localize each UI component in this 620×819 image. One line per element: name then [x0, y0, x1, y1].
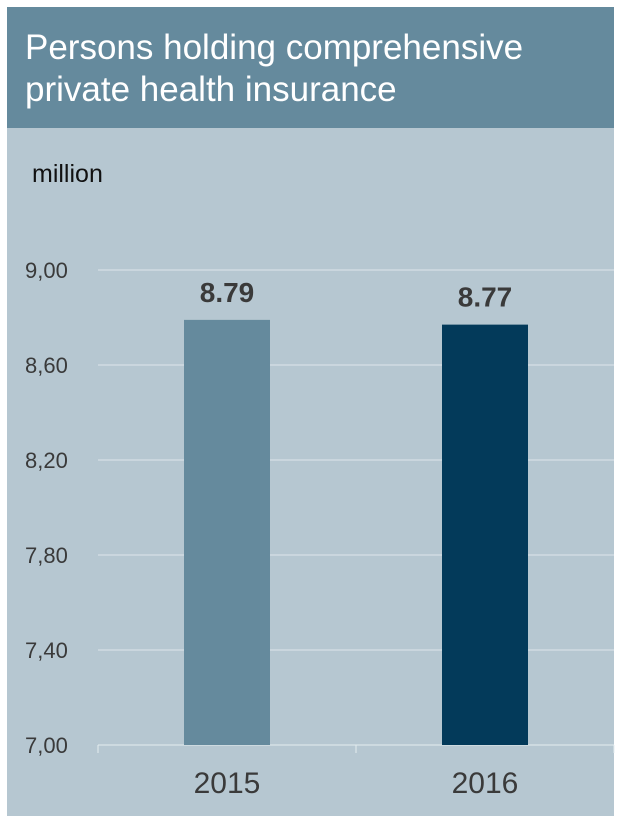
chart-header: Persons holding comprehensive private he…	[7, 7, 614, 128]
y-tick-label: 8,20	[25, 448, 68, 473]
y-tick-label: 7,00	[25, 733, 68, 758]
bar-value-label: 8.79	[200, 277, 255, 308]
y-tick-label: 7,80	[25, 543, 68, 568]
y-tick-label: 8,60	[25, 353, 68, 378]
y-axis-unit-label: million	[32, 160, 103, 188]
y-tick-label: 7,40	[25, 638, 68, 663]
x-category-label: 2016	[452, 767, 519, 800]
chart-title: Persons holding comprehensive private he…	[25, 27, 605, 111]
bar-2015	[184, 319, 270, 745]
bar-2016	[442, 324, 528, 745]
chart-title-line-1: Persons holding comprehensive	[25, 28, 524, 67]
y-tick-label: 9,00	[25, 258, 68, 283]
x-category-label: 2015	[194, 767, 261, 800]
chart-title-line-2: private health insurance	[25, 70, 397, 109]
bar-value-label: 8.77	[458, 282, 513, 313]
